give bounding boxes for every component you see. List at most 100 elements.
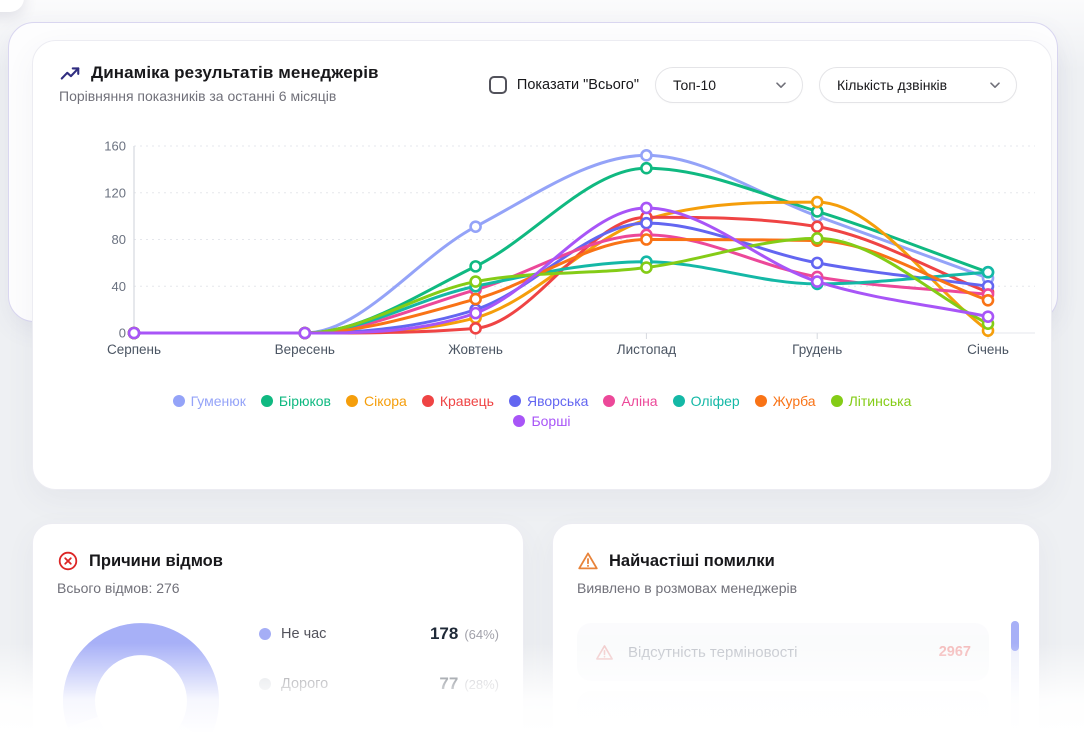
legend-dot xyxy=(260,395,273,407)
x-axis-month-label: Серпень xyxy=(107,342,161,357)
legend-item[interactable]: Літинська xyxy=(830,393,911,409)
line-chart: 0 40 80 120 160 Серпень Вересень Жовтень Листопа… xyxy=(104,139,1035,357)
top10-dropdown[interactable]: Топ-10 xyxy=(655,67,803,103)
mistakes-card: Найчастіші помилки Виявлено в розмовах м… xyxy=(552,523,1040,734)
chart-point xyxy=(640,233,653,246)
chart-point xyxy=(469,275,482,288)
refusals-card: Причини відмов Всього відмов: 276 Не час… xyxy=(32,523,524,734)
legend-item[interactable]: Гуменюк xyxy=(172,393,246,409)
legend-item[interactable]: Сікора xyxy=(345,393,407,409)
top10-dropdown-value: Топ-10 xyxy=(673,77,717,93)
chart-point xyxy=(640,201,653,215)
trend-chart-card: Динаміка результатів менеджерів Порівнян… xyxy=(32,40,1052,490)
legend-label: Оліфер xyxy=(690,393,740,409)
refusals-title: Причини відмов xyxy=(89,551,223,570)
legend-dot xyxy=(345,395,358,407)
trend-title-block: Динаміка результатів менеджерів Порівнян… xyxy=(59,63,379,104)
metric-dropdown[interactable]: Кількість дзвінків xyxy=(819,67,1017,103)
refusal-legend-item[interactable]: Дорого 77 (28%) xyxy=(259,674,499,694)
legend-item[interactable]: Бірюков xyxy=(260,393,331,409)
chart-line xyxy=(132,200,990,335)
legend-label: Сікора xyxy=(363,393,407,409)
mistakes-title: Найчастіші помилки xyxy=(609,551,775,570)
x-axis-month-label: Грудень xyxy=(792,342,842,357)
chart-area: 0 40 80 120 160 Серпень Вересень Жовтень Листопа… xyxy=(97,130,1051,373)
legend-dot xyxy=(172,395,185,407)
legend-item[interactable]: Оліфер xyxy=(672,393,740,409)
show-total-checkbox[interactable]: Показати "Всього" xyxy=(488,76,639,94)
refusal-percent: (28%) xyxy=(464,676,499,692)
refusals-subtitle: Всього відмов: 276 xyxy=(57,580,180,596)
chart-point xyxy=(640,261,653,274)
chart-point xyxy=(469,220,482,233)
chart-point xyxy=(810,220,824,233)
chart-title: Динаміка результатів менеджерів xyxy=(91,63,379,82)
chart-point xyxy=(640,216,653,230)
y-axis-tick-label: 120 xyxy=(104,185,126,200)
trend-card-header: Динаміка результатів менеджерів Порівнян… xyxy=(33,41,1051,104)
legend-dot xyxy=(508,395,521,407)
chart-point xyxy=(298,326,312,340)
chart-subtitle: Порівняння показників за останні 6 місяц… xyxy=(59,88,337,104)
legend-item[interactable]: Борші xyxy=(513,413,571,429)
legend-dot xyxy=(672,395,685,407)
refusal-value: 178 xyxy=(429,624,459,643)
chart-point xyxy=(469,292,482,306)
mistake-item-label: Відсутність терміновості xyxy=(628,643,798,661)
chart-point xyxy=(981,293,995,307)
legend-item[interactable]: Кравець xyxy=(421,393,494,409)
legend-item[interactable]: Аліна xyxy=(603,393,658,409)
mistakes-subtitle: Виявлено в розмовах менеджерів xyxy=(577,580,798,596)
chevron-down-icon xyxy=(774,78,788,92)
chart-point xyxy=(810,275,824,288)
refusal-label: Не час xyxy=(281,626,327,642)
refusal-legend-item[interactable]: Не час 178 (64%) xyxy=(259,624,499,644)
mistake-item[interactable] xyxy=(577,691,989,733)
chart-line xyxy=(132,206,990,335)
trending-up-icon xyxy=(59,63,81,83)
show-total-label: Показати "Всього" xyxy=(516,77,639,93)
legend-dot xyxy=(513,415,526,427)
chart-point xyxy=(127,326,141,340)
chevron-down-icon xyxy=(988,78,1002,92)
chart-line xyxy=(132,153,990,335)
chart-legend: Гуменюк Бірюков Сікора Кравець Яворська Аліна… xyxy=(33,393,1051,429)
donut-chart xyxy=(63,623,219,734)
checkbox-box[interactable] xyxy=(488,76,507,94)
x-axis-month-label: Січень xyxy=(967,342,1009,357)
chart-point xyxy=(981,310,995,323)
legend-item[interactable]: Журба xyxy=(754,393,816,409)
refusal-percent: (64%) xyxy=(464,626,499,642)
legend-label: Кравець xyxy=(439,393,494,409)
legend-label: Бірюков xyxy=(278,393,331,409)
chart-point xyxy=(469,306,482,320)
legend-dot xyxy=(830,395,843,407)
y-axis-tick-label: 0 xyxy=(119,326,126,341)
legend-label: Аліна xyxy=(621,393,658,409)
circle-x-icon xyxy=(57,550,79,572)
y-axis-tick-label: 160 xyxy=(104,139,126,154)
mistake-count-badge: 2967 xyxy=(938,644,971,660)
x-axis-month-label: Вересень xyxy=(275,342,335,357)
mistake-item[interactable]: Відсутність терміновості 2967 xyxy=(577,623,989,681)
warning-triangle-icon xyxy=(577,550,599,572)
chart-point xyxy=(810,256,824,270)
legend-label: Гуменюк xyxy=(190,393,246,409)
chart-point xyxy=(640,149,653,162)
chart-point xyxy=(810,195,824,209)
legend-item[interactable]: Яворська xyxy=(508,393,589,409)
legend-label: Яворська xyxy=(526,393,589,409)
chart-line xyxy=(132,215,990,335)
chart-point xyxy=(981,265,995,279)
y-axis-tick-label: 80 xyxy=(112,232,126,247)
legend-dot xyxy=(754,395,767,407)
chart-point xyxy=(469,322,482,335)
scrollbar-thumb[interactable] xyxy=(1011,621,1019,651)
x-axis-month-label: Листопад xyxy=(617,342,677,357)
chart-point xyxy=(640,161,653,175)
chart-point xyxy=(810,232,824,245)
legend-dot xyxy=(603,395,616,407)
mistake-warning-icon xyxy=(595,643,614,662)
refusal-value: 77 xyxy=(439,674,459,693)
y-axis-tick-label: 40 xyxy=(112,279,126,294)
